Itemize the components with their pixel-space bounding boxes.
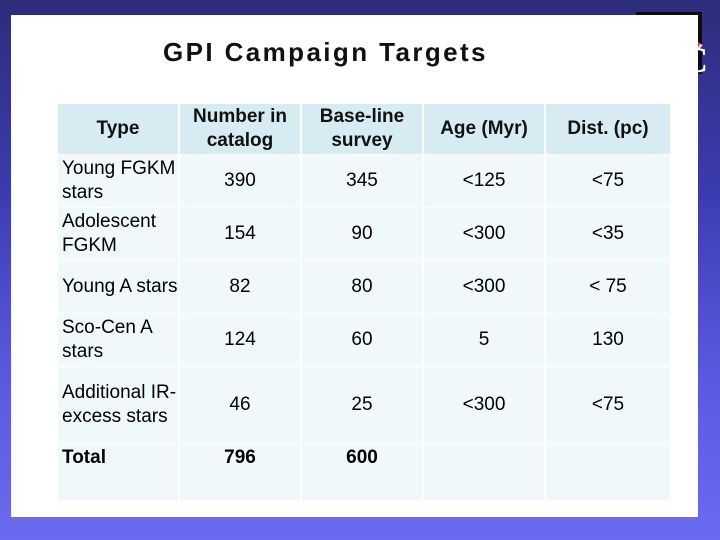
cell-age: 5 — [424, 314, 544, 366]
table-row: Young FGKM stars 390 345 <125 <75 — [58, 155, 670, 207]
cell-age: <300 — [424, 261, 544, 313]
cell-type: Young A stars — [58, 261, 178, 313]
header-baseline-survey: Base-line survey — [302, 104, 422, 154]
table-row: Additional IR-excess stars 46 25 <300 <7… — [58, 367, 670, 443]
cell-number: 124 — [180, 314, 300, 366]
cell-total-baseline: 600 — [302, 444, 422, 500]
header-row: Type Number in catalog Base-line survey … — [58, 104, 670, 154]
cell-total-number: 796 — [180, 444, 300, 500]
targets-table: Type Number in catalog Base-line survey … — [56, 103, 672, 501]
cell-type: Additional IR-excess stars — [58, 367, 178, 443]
total-row: Total 796 600 — [58, 444, 670, 500]
slide: GPI Campaign Targets Type Number in cata… — [11, 15, 698, 517]
cell-baseline: 80 — [302, 261, 422, 313]
cell-type: Adolescent FGKM — [58, 208, 178, 260]
cell-distance: <75 — [546, 155, 670, 207]
cell-distance: <35 — [546, 208, 670, 260]
cell-age: <125 — [424, 155, 544, 207]
cell-number: 390 — [180, 155, 300, 207]
cell-distance: <75 — [546, 367, 670, 443]
cell-baseline: 90 — [302, 208, 422, 260]
header-age: Age (Myr) — [424, 104, 544, 154]
table-row: Young A stars 82 80 <300 < 75 — [58, 261, 670, 313]
header-type: Type — [58, 104, 178, 154]
cell-type: Young FGKM stars — [58, 155, 178, 207]
cell-total-label: Total — [58, 444, 178, 500]
cell-baseline: 60 — [302, 314, 422, 366]
cell-baseline: 25 — [302, 367, 422, 443]
header-distance: Dist. (pc) — [546, 104, 670, 154]
cell-distance: 130 — [546, 314, 670, 366]
cell-number: 46 — [180, 367, 300, 443]
table-row: Adolescent FGKM 154 90 <300 <35 — [58, 208, 670, 260]
cell-number: 82 — [180, 261, 300, 313]
header-number-in-catalog: Number in catalog — [180, 104, 300, 154]
cell-distance: < 75 — [546, 261, 670, 313]
slide-title: GPI Campaign Targets — [163, 37, 488, 67]
cell-baseline: 345 — [302, 155, 422, 207]
cell-age: <300 — [424, 367, 544, 443]
cell-total-age — [424, 444, 544, 500]
table-row: Sco-Cen A stars 124 60 5 130 — [58, 314, 670, 366]
cell-total-distance — [546, 444, 670, 500]
cell-type: Sco-Cen A stars — [58, 314, 178, 366]
cell-number: 154 — [180, 208, 300, 260]
cell-age: <300 — [424, 208, 544, 260]
